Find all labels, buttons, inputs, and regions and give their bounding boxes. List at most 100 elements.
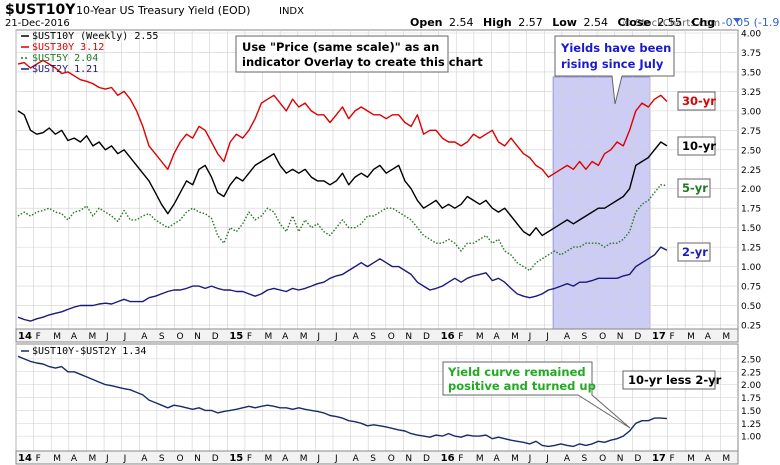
main-y-tick-label: 4.00 [741,30,761,40]
label-frame-10yr [677,136,716,156]
main-x-tick-label: S [159,332,165,342]
lower-x-tick-label: O [176,454,183,464]
lower-y-tick-label: 2.00 [741,381,761,391]
main-x-tick-label: S [582,332,588,342]
lower-x-tick-label: O [599,454,606,464]
main-x-tick-label: M [476,332,484,342]
chart-date: 21-Dec-2016 [5,18,70,29]
main-x-tick-label: D [423,332,430,342]
legend-ust2: $UST2Y 1.21 [32,64,98,75]
main-x-tick-label: 14 [18,331,32,342]
main-y-tick-label: 2.75 [741,127,761,137]
lower-x-tick-label: F [458,454,463,464]
close-label: Close [617,16,650,29]
main-x-axis: 14 F M A M J J A S O N D 15 F M A M J J A S O N D 16 F M A M J J A S O N D 1… [18,331,730,342]
legend-spread: $UST10Y-$UST2Y 1.34 [32,346,146,357]
high-value: 2.57 [518,16,543,29]
lower-x-tick-label: J [334,454,338,464]
lower-x-tick-label: 17 [652,453,666,464]
main-x-tick-label: D [212,332,219,342]
main-x-tick-label: J [545,332,549,342]
less-note-frame [622,370,716,390]
label-10yr: 10-yr [682,139,716,153]
symbol-title: $UST10Y [5,2,76,18]
lower-x-tick-label: D [634,454,641,464]
main-y-tick-label: 3.25 [741,88,761,98]
main-x-tick-label: A [141,332,148,342]
main-y-axis: 0.25 0.50 0.75 1.00 1.25 1.50 1.75 2.00 2.25 2.50… [741,30,761,332]
curve-note-line2: positive and turned up [448,379,596,393]
main-x-tick-label: J [528,332,532,342]
series-line-ust30 [17,59,668,178]
open-value: 2.54 [449,16,474,29]
lower-y-tick-label: 1.00 [741,433,761,443]
shaded-period-main [552,76,651,330]
main-x-tick-label: A [71,332,78,342]
curve-note-callout: Yield curve remained positive and turned… [442,361,631,429]
legend: $UST10Y (Weekly) 2.55 $UST30Y 3.12 $UST5… [21,31,158,75]
main-x-tick-label: 15 [229,331,243,342]
main-y-tick-label: 3.50 [741,68,761,78]
lower-x-tick-label: M [476,454,484,464]
lower-x-tick-label: N [194,454,201,464]
shaded-rect-main [552,76,651,330]
main-x-tick-label: J [334,332,338,342]
lower-x-tick-label: M [300,454,308,464]
lower-x-tick-label: M [511,454,519,464]
main-x-tick-label: N [617,332,624,342]
lower-x-axis: 14 F M A M J J A S O N D 15 F M A M J J A S O N D 16 F M A M J J A S O N D 1… [18,453,730,464]
main-x-tick-label: O [388,332,395,342]
label-frame-2yr [677,242,711,262]
lower-x-tick-label: 14 [18,453,32,464]
lower-x-tick-label: M [53,454,61,464]
main-x-tick-label: N [405,332,412,342]
lower-x-tick-label: F [36,454,41,464]
lower-x-tick-label: F [247,454,252,464]
exchange-label: INDX [279,6,304,17]
lower-x-tick-label: 15 [229,453,243,464]
chevron-down-icon[interactable] [733,18,741,23]
lower-x-tick-label: F [670,454,675,464]
lower-x-tick-label: J [123,454,127,464]
curve-note-frame [442,361,631,429]
lower-x-tick-label: J [528,454,532,464]
low-value: 2.54 [583,16,608,29]
main-x-tick-label: J [123,332,127,342]
main-y-tick-label: 0.50 [741,302,761,312]
main-y-tick-label: 2.50 [741,146,761,156]
lower-y-tick-label: 2.25 [741,368,761,378]
series-right-labels: 30-yr 10-yr 5-yr 2-yr [677,91,716,262]
overlay-note-line2: indicator Overlay to create this chart [242,55,483,69]
series-line-ust5 [17,184,668,272]
main-x-tick-label: M [687,332,695,342]
main-x-tick-label: A [493,332,500,342]
rising-note-frame [554,35,675,105]
low-label: Low [552,16,577,29]
lower-x-tick-label: M [687,454,695,464]
main-x-tick-label: N [194,332,201,342]
main-x-tick-label: 17 [652,331,666,342]
close-value: 2.55 [657,16,682,29]
main-x-tick-label: 16 [441,331,455,342]
label-5yr: 5-yr [682,181,708,195]
legend-ust10: $UST10Y (Weekly) 2.55 [32,31,158,42]
ohlc-readout: Open 2.54 High 2.57 Low 2.54 Close 2.55 … [410,16,780,29]
rising-note-callout: Yields have been rising since July [554,35,675,105]
label-frame-5yr [677,178,711,198]
lower-x-tick-label: A [282,454,289,464]
overlay-note-frame [235,35,449,73]
lower-x-tick-label: M [88,454,96,464]
overlay-note-line1: Use "Price (same scale)" as an [242,40,439,54]
lower-x-tick-label: M [265,454,273,464]
main-x-tick-label: F [247,332,252,342]
main-x-tick-label: O [176,332,183,342]
lower-y-tick-label: 1.75 [741,394,761,404]
legend-ust30: $UST30Y 3.12 [32,42,104,53]
main-y-tick-label: 1.50 [741,224,761,234]
main-x-tick-label: A [705,332,712,342]
main-x-tick-label: D [634,332,641,342]
lower-x-tick-label: N [405,454,412,464]
lower-x-tick-label: A [353,454,360,464]
lower-x-tick-label: J [105,454,109,464]
